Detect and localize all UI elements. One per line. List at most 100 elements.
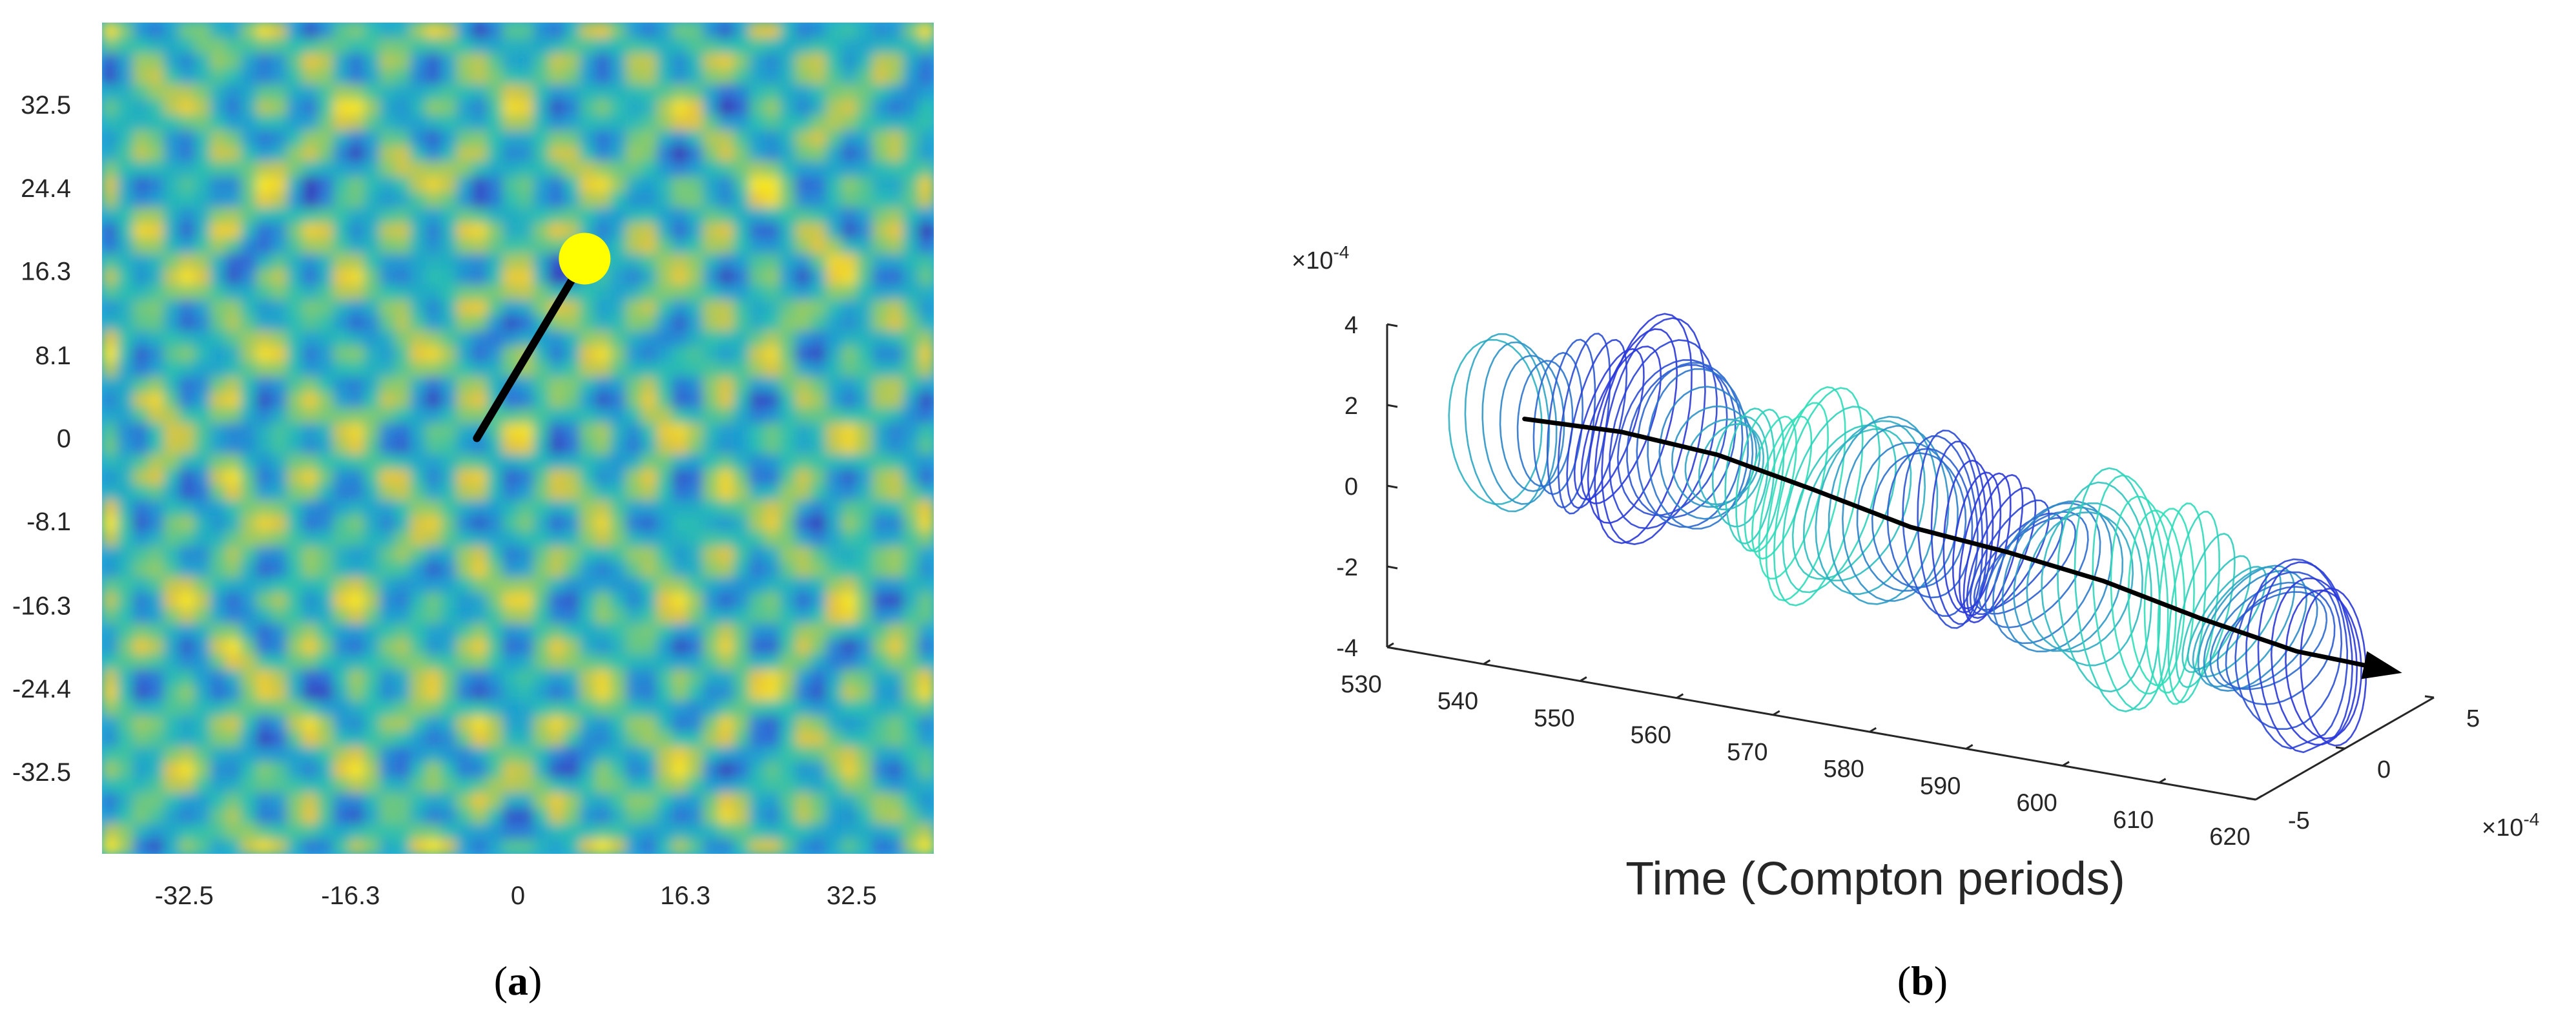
heatmap-cell [733,684,750,701]
heatmap-cell [610,83,626,100]
heatmap-cell [271,83,288,100]
heatmap-cell [364,422,380,439]
heatmap-cell [841,83,858,100]
heatmap-cell [779,253,796,269]
heatmap-cell [656,623,673,639]
heatmap-cell [672,191,688,208]
heatmap-cell [533,23,550,38]
heatmap-cell [348,699,365,716]
heatmap-cell [887,360,904,377]
heatmap-cell [595,68,612,85]
heatmap-cell [872,715,889,732]
heatmap-cell [456,484,473,501]
heatmap-cell [672,438,688,454]
heatmap-cell [687,23,704,38]
heatmap-cell [810,176,827,192]
heatmap-cell [548,668,565,685]
heatmap-cell [379,807,396,824]
heatmap-cell [564,530,581,546]
heatmap-cell [379,746,396,762]
heatmap-cell [564,407,581,424]
heatmap-cell [703,668,719,685]
heatmap-cell [256,114,273,130]
heatmap-cell [163,684,180,701]
heatmap-cell [395,376,411,393]
heatmap-cell [764,160,781,177]
heatmap-cell [918,160,934,177]
heatmap-cell [379,561,396,577]
heatmap-cell [425,761,442,778]
heatmap-cell [626,191,642,208]
heatmap-cell [471,730,488,747]
heatmap-cell [672,684,688,701]
heatmap-cell [210,253,226,269]
heatmap-cell [687,761,704,778]
heatmap-cell [117,561,134,577]
heatmap-cell [148,699,165,716]
heatmap-cell [733,23,750,38]
heatmap-cell [225,730,242,747]
heatmap-cell [410,145,426,161]
heatmap-cell [440,145,457,161]
heatmap-cell [256,222,273,238]
heatmap-cell [194,237,211,254]
heatmap-cell [502,37,519,54]
heatmap-cell [918,807,934,824]
heatmap-cell [317,468,334,485]
heatmap-cell [610,99,626,116]
heatmap-cell [102,68,118,85]
heatmap-cell [703,484,719,501]
heatmap-cell [733,638,750,654]
heatmap-cell [102,160,118,177]
heatmap-cell [256,823,273,840]
heatmap-cell [672,638,688,654]
heatmap-cell [210,515,226,532]
heatmap-cell [795,823,812,840]
heatmap-cell [872,83,889,100]
heatmap-cell [564,453,581,470]
x-tick-label: 600 [2016,790,2057,817]
heatmap-cell [903,623,920,639]
heatmap-cell [132,715,149,732]
heatmap-cell [872,315,889,331]
heatmap-cell [672,715,688,732]
heatmap-cell [302,345,318,362]
heatmap-cell [579,191,596,208]
heatmap-cell [810,438,827,454]
heatmap-cell [518,823,534,840]
heatmap-cell [117,530,134,546]
heatmap-cell [117,37,134,54]
heatmap-cell [826,699,842,716]
heatmap-cell [179,623,196,639]
heatmap-cell [887,668,904,685]
heatmap-cell [179,315,196,331]
heatmap-cell [810,315,827,331]
heatmap-cell [440,823,457,840]
heatmap-cell [487,284,504,300]
heatmap-cell [471,391,488,408]
heatmap-cell [271,237,288,254]
heatmap-cell [826,422,842,439]
heatmap-cell [395,145,411,161]
heatmap-cell [533,68,550,85]
heatmap-cell [348,160,365,177]
heatmap-cell [595,315,612,331]
heatmap-cell [271,684,288,701]
heatmap-cell [703,699,719,716]
heatmap-cell [810,407,827,424]
heatmap-cell [487,453,504,470]
heatmap-cell [718,484,734,501]
heatmap-cell [471,68,488,85]
heatmap-cell [872,530,889,546]
heatmap-cell [148,176,165,192]
heatmap-cell [779,761,796,778]
heatmap-cell [610,114,626,130]
heatmap-cell [395,268,411,285]
heatmap-cell [502,838,519,854]
heatmap-cell [626,623,642,639]
heatmap-cell [579,422,596,439]
heatmap-cell [410,499,426,516]
heatmap-cell [287,576,304,593]
heatmap-cell [687,360,704,377]
heatmap-cell [656,315,673,331]
